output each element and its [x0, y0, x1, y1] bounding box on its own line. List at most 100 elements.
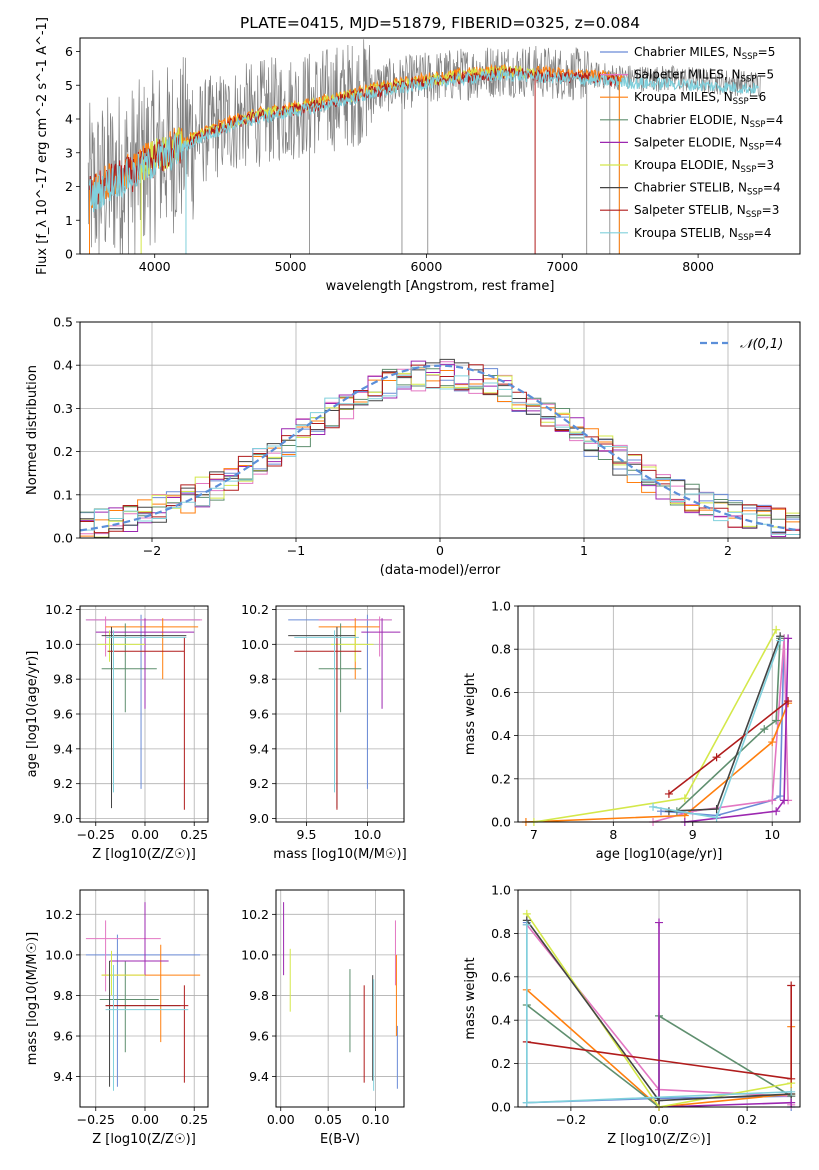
figure-title: PLATE=0415, MJD=51879, FIBERID=0325, z=0…: [240, 14, 640, 32]
weight-point-marker: [784, 697, 793, 706]
legend-nssp-prefix: , N: [732, 135, 749, 149]
y-tick-label: 0.4: [491, 1013, 511, 1028]
x-tick-label: 5000: [275, 259, 307, 274]
y-tick-label: 9.6: [53, 1029, 73, 1044]
legend-label: Kroupa MILES, NSSP=6: [634, 90, 766, 107]
y-tick-label: 0.3: [53, 401, 73, 416]
x-tick-label: 0.2: [737, 1112, 757, 1127]
legend-nssp-subscript: SSP: [750, 120, 766, 130]
weight-series-line: [676, 638, 781, 812]
y-tick-label: 0.2: [491, 771, 511, 786]
legend-nssp-value: 3: [772, 203, 780, 217]
weight-point-marker: [649, 802, 658, 811]
weight-point-marker: [712, 753, 721, 762]
legend-name: Chabrier STELIB: [634, 181, 730, 195]
legend-nssp-equals: =: [756, 68, 766, 82]
y-tick-label: 9.0: [53, 811, 73, 826]
y-tick-label: 9.2: [53, 776, 73, 791]
weight-point-marker: [768, 796, 777, 805]
legend-nssp-subscript: SSP: [741, 165, 757, 175]
weight-point-marker: [772, 625, 781, 634]
legend-name: Chabrier ELODIE: [634, 113, 733, 127]
legend-nssp-equals: =: [763, 181, 773, 195]
y-tick-label: 2: [65, 179, 73, 194]
legend-nssp-subscript: SSP: [733, 97, 749, 107]
x-axis-label: age [log10(age/yr)]: [596, 847, 723, 862]
legend-nssp-prefix: , N: [721, 226, 738, 240]
x-tick-label: 8000: [682, 259, 714, 274]
y-tick-label: 10.2: [45, 907, 73, 922]
axes-weight_vs_age: 7 8 9 10 0.0 0.2 0.4 0.6 0.8 1.0 age [log10(age/yr…: [463, 599, 800, 862]
axes-frame: [79, 605, 209, 823]
legend-nssp-value: 4: [774, 135, 782, 149]
residual-histogram-step: [80, 366, 800, 536]
y-axis-label: mass [log10(M/M☉)]: [25, 932, 40, 1065]
y-tick-label: 0.5: [53, 315, 73, 330]
weight-point-marker: [664, 807, 673, 816]
weight-point-marker: [712, 813, 721, 822]
legend-label: 𝒩(0,1): [740, 337, 783, 352]
x-tick-label: 0.10: [362, 1112, 390, 1127]
x-tick-label: 1: [580, 543, 588, 558]
weight-series-line: [658, 922, 792, 1107]
residual-histogram-step: [80, 360, 800, 538]
legend-nssp-value: 4: [776, 113, 784, 127]
axes-spectrum: 4000 5000 6000 7000 8000 0 1 2 3 4 5 6 wavelength [A…: [35, 17, 714, 294]
x-tick-label: 0.25: [180, 827, 208, 842]
x-tick-label: 0.00: [131, 1112, 159, 1127]
axes-frame: [275, 605, 405, 823]
weight-point-marker: [787, 1098, 796, 1107]
x-axis-label: E(B-V): [320, 1132, 360, 1147]
legend-nssp-subscript: SSP: [747, 188, 763, 198]
legend-name: Kroupa STELIB: [634, 226, 721, 240]
y-tick-label: 5: [65, 78, 73, 93]
legend-nssp-prefix: , N: [730, 181, 747, 195]
axes-frame: [275, 889, 405, 1108]
axes-frame: [517, 605, 801, 823]
y-tick-label: 1.0: [491, 883, 511, 898]
x-tick-label: 0.05: [314, 1112, 342, 1127]
normal-distribution-curve: [80, 364, 800, 532]
y-tick-label: 9.4: [249, 741, 269, 756]
y-tick-label: 0.4: [491, 728, 511, 743]
legend-nssp-value: 4: [764, 226, 772, 240]
y-tick-label: 0.4: [53, 358, 73, 373]
y-tick-label: 0.8: [491, 926, 511, 941]
y-tick-label: 4: [65, 112, 73, 127]
legend-name: Salpeter MILES: [634, 68, 724, 82]
weight-point-marker: [680, 794, 689, 803]
weight-point-marker: [760, 725, 769, 734]
y-tick-label: 9.6: [249, 1029, 269, 1044]
weight-point-marker: [780, 796, 789, 805]
legend-nssp-value: 3: [767, 158, 775, 172]
legend-label: Chabrier STELIB, NSSP=4: [634, 181, 781, 198]
legend-nssp-prefix: , N: [733, 113, 750, 127]
weight-point-marker: [522, 920, 531, 929]
weight-point-marker: [776, 636, 785, 645]
y-tick-label: 0: [65, 247, 73, 262]
x-tick-label: 4000: [139, 259, 171, 274]
weight-point-marker: [664, 789, 673, 798]
y-tick-label: 10.0: [241, 947, 269, 962]
weight-point-marker: [522, 1098, 531, 1107]
x-tick-label: 0.0: [649, 1112, 669, 1127]
y-axis-label: Flux [f_λ 10^-17 erg cm^-2 s^-1 A^-1]: [35, 17, 50, 275]
legend-nssp-subscript: SSP: [742, 52, 758, 62]
axes-frame: [79, 37, 801, 255]
y-tick-label: 9.8: [53, 672, 73, 687]
x-axis-label: wavelength [Angstrom, rest frame]: [326, 279, 555, 294]
y-tick-label: 1: [65, 213, 73, 228]
legend-nssp-equals: =: [754, 226, 764, 240]
x-tick-label: 7: [530, 827, 538, 842]
x-tick-label: 6000: [411, 259, 443, 274]
x-tick-label: −0.25: [77, 827, 115, 842]
legend-nssp-value: 5: [767, 68, 775, 82]
y-tick-label: 10.0: [45, 637, 73, 652]
weight-series-line: [526, 913, 792, 1107]
y-tick-label: 9.4: [249, 1069, 269, 1084]
legend-label: Chabrier MILES, NSSP=5: [634, 45, 775, 62]
legend-label: Chabrier ELODIE, NSSP=4: [634, 113, 783, 130]
legend-nssp-subscript: SSP: [738, 233, 754, 243]
legend-label: Salpeter MILES, NSSP=5: [634, 68, 774, 85]
